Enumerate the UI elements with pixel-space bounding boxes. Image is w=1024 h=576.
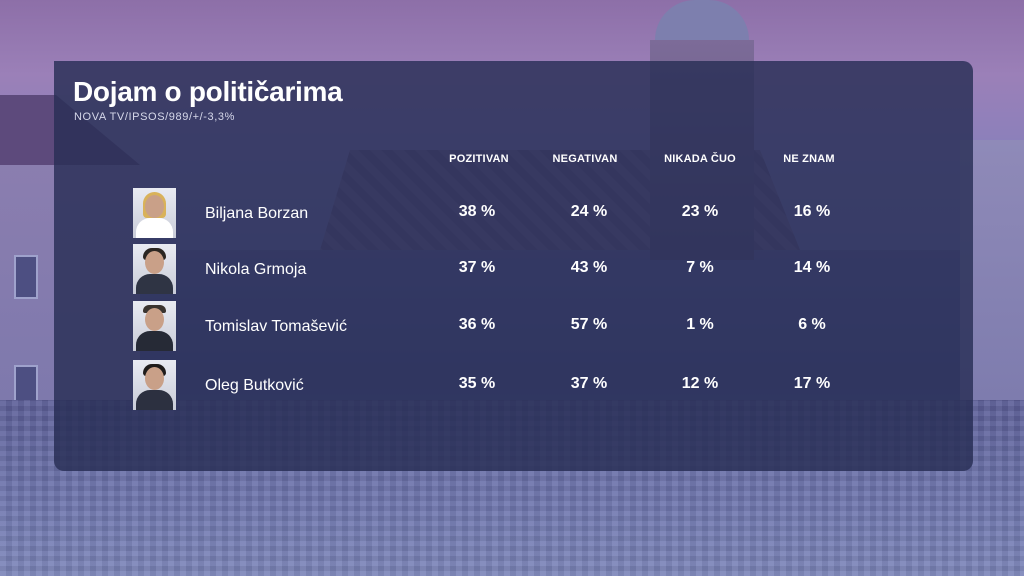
value-negativan: 57 % bbox=[570, 316, 608, 333]
face bbox=[145, 308, 164, 331]
table-row: Biljana Borzan 38 % 24 % 23 % 16 % bbox=[0, 188, 1024, 238]
table-row: Oleg Butković 35 % 37 % 12 % 17 % bbox=[0, 360, 1024, 410]
table-row: Tomislav Tomašević 36 % 57 % 1 % 6 % bbox=[0, 301, 1024, 351]
value-ne-znam: 6 % bbox=[798, 316, 826, 333]
clothing bbox=[136, 218, 173, 238]
tower-cap bbox=[655, 0, 749, 45]
face bbox=[145, 367, 164, 390]
face bbox=[145, 195, 164, 218]
value-negativan: 37 % bbox=[570, 375, 608, 392]
value-nikada-cuo: 12 % bbox=[681, 375, 719, 392]
politician-name: Nikola Grmoja bbox=[205, 261, 307, 278]
face bbox=[145, 251, 164, 274]
value-pozitivan: 36 % bbox=[458, 316, 496, 333]
avatar-photo bbox=[133, 244, 176, 294]
value-nikada-cuo: 23 % bbox=[681, 203, 719, 220]
avatar-photo bbox=[133, 188, 176, 238]
politician-name: Biljana Borzan bbox=[205, 205, 309, 222]
column-header-nikada-cuo: NIKADA ČUO bbox=[664, 153, 736, 165]
clothing bbox=[136, 274, 173, 294]
column-header-ne-znam: NE ZNAM bbox=[783, 153, 835, 165]
value-ne-znam: 14 % bbox=[793, 259, 831, 276]
poll-panel bbox=[54, 61, 973, 471]
politician-name: Oleg Butković bbox=[205, 377, 304, 394]
column-header-negativan: NEGATIVAN bbox=[552, 153, 618, 165]
table-row: Nikola Grmoja 37 % 43 % 7 % 14 % bbox=[0, 244, 1024, 294]
value-ne-znam: 17 % bbox=[793, 375, 831, 392]
clothing bbox=[136, 390, 173, 410]
value-pozitivan: 35 % bbox=[458, 375, 496, 392]
value-pozitivan: 38 % bbox=[458, 203, 496, 220]
avatar-photo bbox=[133, 301, 176, 351]
value-nikada-cuo: 7 % bbox=[686, 259, 714, 276]
avatar-photo bbox=[133, 360, 176, 410]
page-title: Dojam o političarima bbox=[73, 76, 343, 107]
poll-source: NOVA TV/IPSOS/989/+/-3,3% bbox=[74, 111, 236, 123]
value-nikada-cuo: 1 % bbox=[686, 316, 714, 333]
value-pozitivan: 37 % bbox=[458, 259, 496, 276]
clothing bbox=[136, 331, 173, 351]
column-header-pozitivan: POZITIVAN bbox=[449, 153, 509, 165]
window bbox=[14, 255, 38, 299]
value-ne-znam: 16 % bbox=[793, 203, 831, 220]
value-negativan: 24 % bbox=[570, 203, 608, 220]
value-negativan: 43 % bbox=[570, 259, 608, 276]
politician-name: Tomislav Tomašević bbox=[205, 318, 347, 335]
